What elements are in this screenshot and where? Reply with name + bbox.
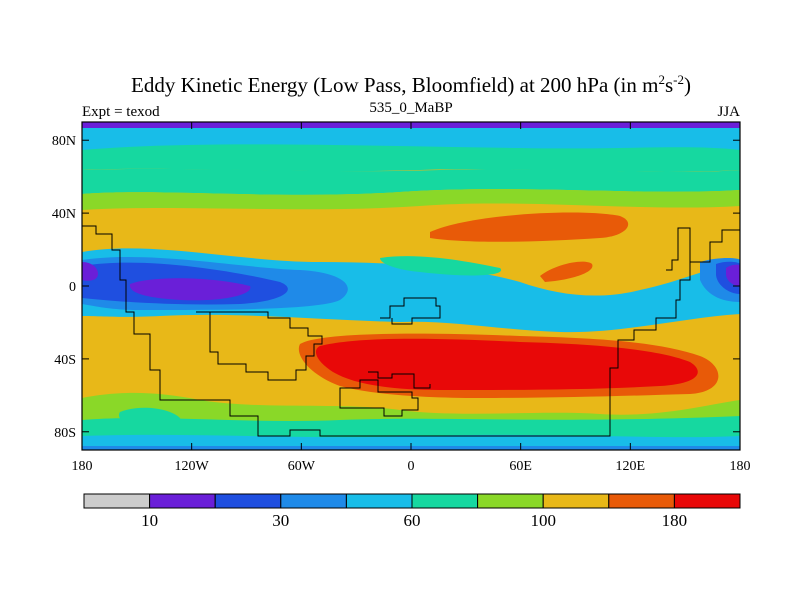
x-tick-label-4: 60E [509,459,532,474]
colorbar-box-7 [542,493,610,509]
x-tick-label-3: 0 [408,459,415,474]
contour-field [82,122,740,450]
band-arctic-green [82,144,740,172]
colorbar-box-8 [608,493,675,509]
tropics-west-purple [82,262,98,281]
outline-america [82,225,740,437]
colorbar-label-0: 10 [141,511,158,530]
x-tick-label-2: 60W [288,459,316,474]
colorbar-label-4: 180 [662,511,688,530]
chart-title-sup1: 2 [658,72,665,87]
chart-title-sup2: -2 [673,72,684,87]
band-northmid-lime [82,189,740,210]
south-jet-max-red [315,338,698,390]
x-axis: 180 120W 60W 0 60E 120E 180 [72,122,751,474]
colorbar: 10 30 60 100 180 [83,493,741,530]
south-west-green-blob [118,407,181,430]
chart-title-s: s [665,73,673,97]
x-tick-label-5: 120E [616,459,646,474]
colorbar-box-4 [345,493,413,509]
chart-title-close: ) [684,73,691,97]
colorbar-label-3: 100 [530,511,556,530]
west-pacific-green [380,256,502,276]
y-tick-label-2: 0 [69,280,76,295]
tropics-min-purple [129,278,251,301]
subtitle-right: JJA [717,104,740,120]
y-axis: 80N 40N 0 40S 80S [52,134,740,441]
outline-australia [339,379,419,417]
jet-central-orange [540,261,593,282]
colorbar-box-1 [149,493,216,509]
jet-north-orange [430,212,629,242]
outline-indonesia [380,297,441,325]
y-tick-label-3: 40S [54,353,76,368]
band-northmid-green [82,168,740,195]
y-tick-label-4: 80S [54,426,76,441]
outline-islands [368,371,431,389]
colorbar-box-3 [280,493,347,509]
outline-eastern [666,227,691,271]
colorbar-box-0 [83,493,151,509]
colorbar-label-1: 30 [272,511,289,530]
colorbar-box-2 [214,493,282,509]
continent-outlines [82,225,740,437]
x-tick-label-0: 180 [72,459,93,474]
subtitle-center: 535_0_MaBP [369,100,452,116]
outline-sahara [196,311,323,381]
subtitle-left: Expt = texod [82,104,160,120]
y-tick-label-0: 80N [52,134,76,149]
colorbar-box-5 [411,493,479,509]
colorbar-box-6 [477,493,544,509]
x-tick-label-6: 180 [730,459,751,474]
y-tick-label-1: 40N [52,207,76,222]
chart-title-main: Eddy Kinetic Energy (Low Pass, Bloomfiel… [131,73,658,97]
chart-title: Eddy Kinetic Energy (Low Pass, Bloomfiel… [131,72,691,97]
colorbar-box-9 [673,493,741,509]
tropics-east-purple [726,264,740,286]
colorbar-label-2: 60 [404,511,421,530]
x-tick-label-1: 120W [175,459,210,474]
